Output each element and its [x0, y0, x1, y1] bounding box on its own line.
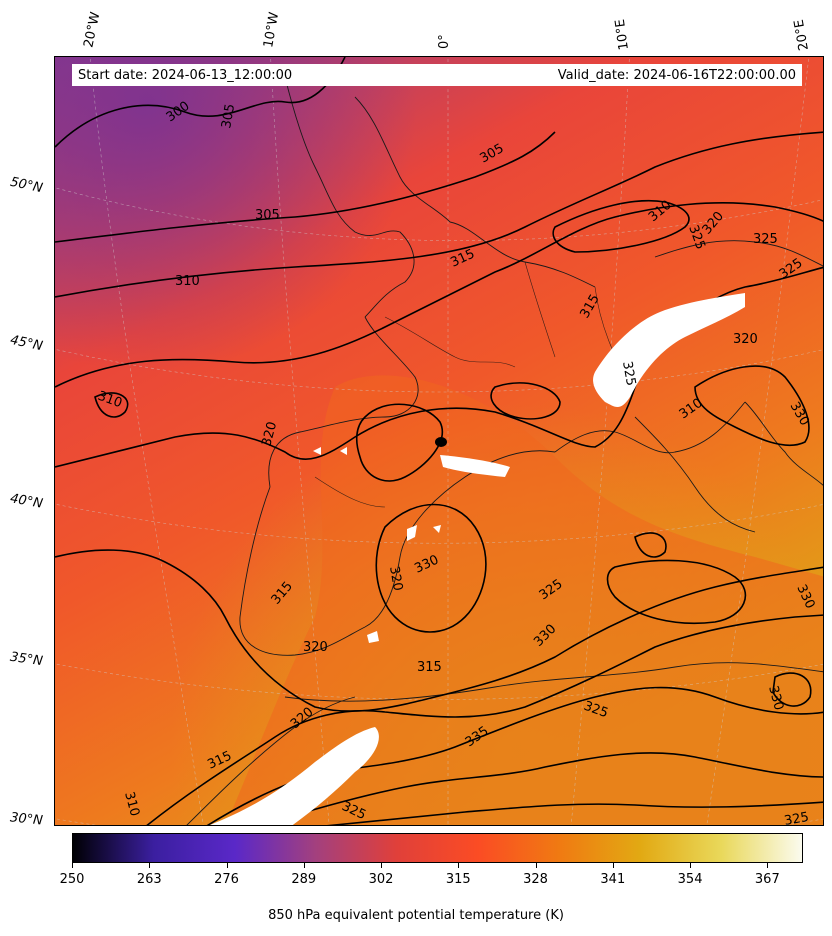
- contour-label: 310: [121, 790, 142, 818]
- country-borders: [314, 261, 631, 508]
- contour-label: 325: [753, 232, 778, 247]
- valid-date: Valid_date: 2024-06-16T22:00:00.00: [557, 67, 796, 83]
- colorbar-tick-label: 289: [291, 872, 317, 887]
- lat-tick: 45°N: [8, 332, 44, 355]
- colorbar-tick-mark: [303, 863, 305, 868]
- colorbar: [72, 833, 803, 863]
- terrain-mask: [210, 293, 745, 825]
- colorbar-tick-mark: [226, 863, 228, 868]
- lat-tick: 35°N: [9, 649, 44, 670]
- contour-label: 315: [417, 660, 442, 675]
- contour-label: 325: [783, 810, 810, 826]
- colorbar-label: 850 hPa equivalent potential temperature…: [268, 908, 564, 923]
- contour-label: 320: [303, 640, 328, 655]
- lon-tick: 10°W: [261, 11, 283, 50]
- map-panel: 300 305 305 305 310 310 310 310 310 315 …: [54, 56, 824, 826]
- contour-label: 325: [619, 360, 638, 387]
- colorbar-tick-mark: [72, 863, 73, 868]
- start-date: Start date: 2024-06-13_12:00:00: [78, 67, 293, 83]
- colorbar-tick-mark: [149, 863, 151, 868]
- contour-label: 320: [733, 332, 758, 347]
- colorbar-tick-label: 315: [445, 872, 471, 887]
- contour-label: 330: [765, 684, 786, 712]
- colorbar-tick-mark: [381, 863, 383, 868]
- colorbar-tick-label: 302: [368, 872, 394, 887]
- colorbar-tick-label: 276: [214, 872, 239, 887]
- lat-tick: 30°N: [9, 810, 44, 829]
- contour-label: 305: [219, 103, 238, 130]
- colorbar-tick-label: 250: [59, 872, 85, 887]
- contour-label: 310: [175, 274, 200, 289]
- contour-label: 320: [259, 420, 280, 448]
- warm-land-patch: [225, 375, 823, 825]
- colorbar-tick-label: 263: [136, 872, 162, 887]
- date-banner: Start date: 2024-06-13_12:00:00 Valid_da…: [72, 64, 802, 86]
- colorbar-tick-label: 328: [523, 872, 548, 887]
- colorbar-tick-label: 354: [677, 872, 703, 887]
- lon-tick: 20°E: [791, 18, 812, 52]
- lon-tick: 0°: [437, 34, 452, 49]
- lon-tick: 10°E: [612, 18, 632, 52]
- graticule: [55, 57, 823, 825]
- colorbar-tick-mark: [535, 863, 537, 868]
- contour-label: 320: [386, 565, 405, 592]
- colorbar-tick-mark: [458, 863, 460, 868]
- theta-e-field: 300 305 305 305 310 310 310 310 310 315 …: [55, 57, 823, 826]
- lat-tick: 40°N: [8, 491, 44, 512]
- contour-lines: [55, 57, 823, 825]
- contour-label: 305: [255, 208, 280, 223]
- lat-tick: 50°N: [8, 174, 44, 197]
- coastlines: [186, 76, 823, 825]
- dark-spot: [435, 437, 447, 447]
- colorbar-tick-mark: [767, 863, 769, 868]
- colorbar-tick-mark: [690, 863, 692, 868]
- colorbar-tick-label: 341: [600, 872, 626, 887]
- lon-tick: 20°W: [81, 10, 104, 49]
- colorbar-tick-label: 367: [754, 872, 780, 887]
- colorbar-tick-mark: [612, 863, 614, 868]
